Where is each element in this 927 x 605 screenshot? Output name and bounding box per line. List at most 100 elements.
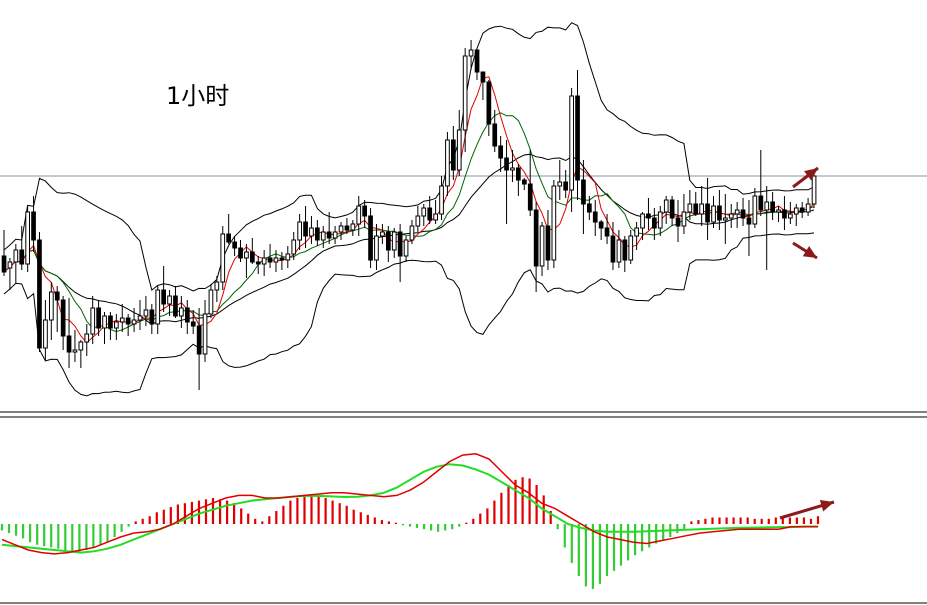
candle (196, 308, 202, 390)
candle (303, 206, 308, 248)
candle (54, 286, 60, 332)
candle (510, 150, 515, 182)
candle (297, 214, 302, 250)
price-panel: 1小时 (0, 22, 927, 397)
candle (811, 170, 817, 208)
candle (669, 196, 675, 226)
candle (456, 110, 462, 176)
candle (592, 200, 598, 236)
candle (143, 296, 149, 326)
candle (226, 214, 232, 244)
candle (214, 276, 220, 302)
candle (179, 296, 184, 328)
candle (7, 258, 13, 290)
candle (799, 202, 805, 218)
candle (108, 312, 113, 340)
candle (19, 226, 25, 270)
candle (581, 160, 586, 234)
candle (397, 224, 403, 282)
candle (445, 132, 450, 196)
candle (220, 226, 226, 290)
candle (261, 250, 267, 276)
candle (504, 140, 509, 224)
candle (652, 208, 657, 240)
candle (250, 238, 255, 264)
macd-dea-line (1, 463, 818, 554)
candle (66, 298, 72, 368)
candle (569, 88, 574, 212)
candle (687, 190, 693, 220)
candle (72, 330, 78, 362)
candle (498, 136, 503, 172)
candle (409, 220, 415, 244)
candle (575, 70, 580, 200)
candle (131, 308, 137, 332)
candle (527, 150, 533, 216)
candle (640, 212, 645, 240)
candle (480, 71, 486, 100)
candle (185, 300, 190, 334)
candle (362, 200, 367, 228)
candlesticks (1, 40, 817, 390)
candle (315, 220, 320, 246)
candle (43, 300, 48, 360)
candle (155, 286, 161, 334)
moving-averages (3, 76, 815, 344)
candle (368, 208, 373, 268)
macd-dif-line (1, 453, 818, 555)
candle (557, 160, 563, 200)
candle (114, 314, 119, 340)
candle (102, 312, 107, 344)
candle (255, 256, 261, 274)
candle (350, 220, 356, 236)
candle (320, 226, 326, 248)
candle (244, 244, 249, 278)
candle (758, 150, 764, 216)
candle (433, 200, 438, 224)
candle (208, 284, 214, 318)
candle (84, 324, 90, 356)
candle (37, 232, 42, 352)
candle (439, 176, 444, 220)
candle (486, 80, 492, 136)
candle (462, 48, 468, 152)
candle (776, 206, 781, 222)
candle (782, 196, 787, 230)
candle (516, 164, 521, 196)
panel-separator (0, 411, 927, 418)
candle (190, 310, 196, 334)
bollinger-bands (3, 22, 815, 397)
candle (119, 304, 125, 332)
candle (90, 296, 96, 344)
candle (1, 230, 7, 276)
candle (137, 300, 143, 330)
candle (285, 246, 291, 268)
candle (427, 196, 433, 224)
candle (646, 198, 651, 230)
candle (60, 296, 66, 350)
candle (238, 240, 243, 262)
candle (628, 230, 634, 264)
candle (451, 126, 456, 180)
candle (675, 200, 681, 242)
candle (711, 196, 716, 228)
candle (699, 186, 704, 226)
macd-histogram (0, 477, 820, 589)
band-upper (3, 22, 815, 292)
chart-title: 1小时 (166, 82, 229, 110)
ma-slow-line (3, 112, 815, 333)
candle (663, 196, 669, 224)
candle (522, 178, 527, 190)
candle (49, 282, 54, 340)
candle (604, 214, 610, 244)
candle (634, 222, 639, 250)
candle (149, 304, 155, 334)
ma-fast-line (3, 76, 815, 344)
candle (173, 286, 178, 318)
candle (587, 196, 592, 220)
candle (474, 49, 480, 80)
macd-lines (1, 453, 818, 555)
candle (492, 110, 498, 152)
band-lower (3, 232, 815, 397)
